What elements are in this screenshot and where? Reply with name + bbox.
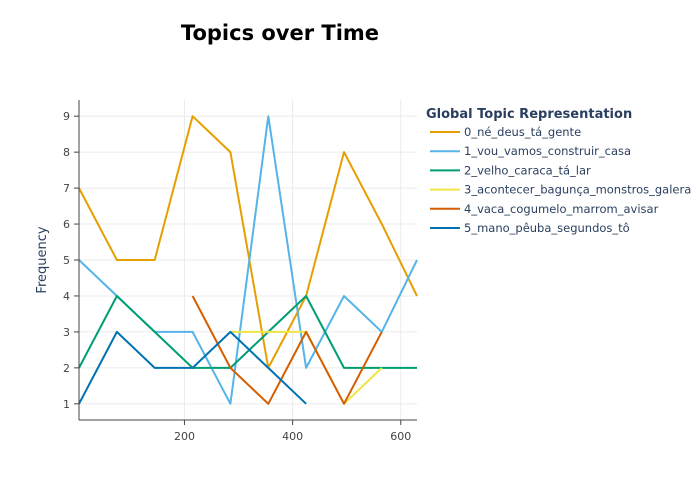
legend-label: 5_mano_pêuba_segundos_tô xyxy=(464,221,630,235)
chart-title: Topics over Time xyxy=(181,21,379,45)
x-tick-label: 400 xyxy=(282,430,303,443)
legend-label: 1_vou_vamos_construir_casa xyxy=(464,144,631,158)
x-tick-label: 600 xyxy=(390,430,411,443)
y-tick-label: 4 xyxy=(63,290,70,303)
y-axis-title: Frequency xyxy=(35,226,50,293)
legend-item-4[interactable]: 4_vaca_cogumelo_marrom_avisar xyxy=(430,202,659,216)
legend-label: 3_acontecer_bagunça_monstros_galera xyxy=(464,183,691,197)
legend-label: 4_vaca_cogumelo_marrom_avisar xyxy=(464,202,659,216)
legend-item-5[interactable]: 5_mano_pêuba_segundos_tô xyxy=(430,221,630,235)
y-tick-label: 8 xyxy=(63,146,70,159)
y-tick-label: 5 xyxy=(63,254,70,267)
y-tick-label: 6 xyxy=(63,218,70,231)
series-layer xyxy=(78,115,418,405)
axis-layer: 1 2 3 4 5 6 7 8 9 200 400 600 xyxy=(63,100,417,443)
legend-title: Global Topic Representation xyxy=(426,107,632,122)
y-tick-label: 1 xyxy=(63,398,70,411)
y-tick-label: 7 xyxy=(63,182,70,195)
y-tick-label: 3 xyxy=(63,326,70,339)
legend-label: 2_velho_caraca_tá_lar xyxy=(464,163,591,177)
series-line-4[interactable] xyxy=(191,295,383,405)
x-tick-label: 200 xyxy=(174,430,195,443)
legend-item-0[interactable]: 0_né_deus_tá_gente xyxy=(430,125,581,139)
legend-label: 0_né_deus_tá_gente xyxy=(464,125,581,139)
y-tick-label: 9 xyxy=(63,110,70,123)
legend-item-2[interactable]: 2_velho_caraca_tá_lar xyxy=(430,163,591,177)
y-tick-label: 2 xyxy=(63,362,70,375)
grid-layer xyxy=(79,100,417,420)
series-line-5[interactable] xyxy=(78,330,307,405)
legend-item-3[interactable]: 3_acontecer_bagunça_monstros_galera xyxy=(430,183,691,197)
legend-item-1[interactable]: 1_vou_vamos_construir_casa xyxy=(430,144,631,158)
legend[interactable]: Global Topic Representation 0_né_deus_tá… xyxy=(426,107,691,235)
